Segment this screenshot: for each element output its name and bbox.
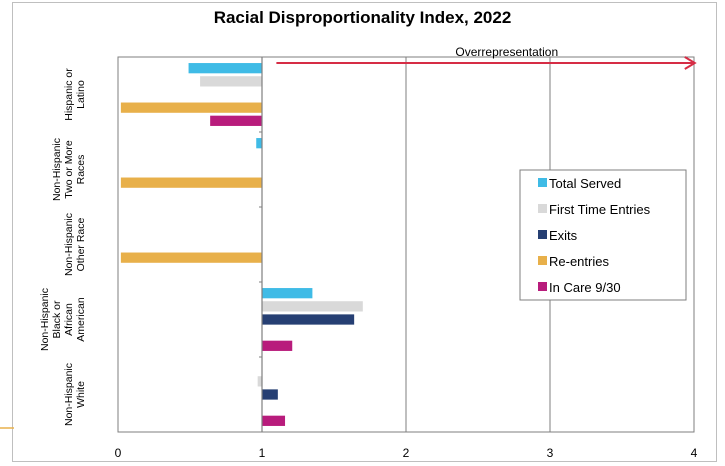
bar — [120, 252, 262, 263]
legend-label: In Care 9/30 — [549, 280, 621, 295]
bar — [262, 415, 286, 426]
x-tick-label: 2 — [403, 446, 410, 460]
bar — [120, 177, 262, 188]
category-label: Hispanic or — [63, 68, 75, 121]
category-label: Non-Hispanic — [51, 138, 63, 201]
category-label: Races — [75, 155, 87, 185]
bar — [200, 76, 262, 87]
legend-label: First Time Entries — [549, 202, 651, 217]
bar — [257, 376, 262, 387]
x-tick-label: 0 — [115, 446, 122, 460]
bar — [262, 389, 278, 400]
chart-title: Racial Disproportionality Index, 2022 — [213, 8, 512, 27]
category-label: Latino — [75, 80, 87, 109]
bar — [256, 138, 262, 149]
legend-swatch — [538, 282, 547, 291]
x-tick-label: 4 — [691, 446, 698, 460]
bar — [188, 63, 262, 74]
category-label: Two or More — [63, 140, 75, 199]
category-label: African — [63, 303, 75, 336]
legend-swatch — [538, 256, 547, 265]
legend-swatch — [538, 178, 547, 187]
bar — [210, 115, 262, 126]
category-label: Black or — [51, 300, 63, 338]
legend-label: Re-entries — [549, 254, 609, 269]
bar — [262, 301, 363, 312]
x-tick-label: 1 — [259, 446, 266, 460]
category-label: Non-Hispanic — [39, 288, 51, 351]
bar — [262, 288, 313, 299]
x-tick-label: 3 — [547, 446, 554, 460]
bar — [120, 102, 262, 113]
category-label: Non-Hispanic — [63, 363, 75, 426]
arrowhead-icon — [684, 56, 697, 70]
category-label: Other Race — [75, 218, 87, 272]
legend-swatch — [538, 230, 547, 239]
annotation-label: Overrepresentation — [455, 45, 558, 59]
category-label: Non-Hispanic — [63, 213, 75, 276]
legend-label: Exits — [549, 228, 578, 243]
chart-frame — [12, 2, 717, 462]
category-label: White — [75, 381, 87, 408]
bar — [262, 314, 355, 325]
bar — [262, 340, 293, 351]
category-label: American — [75, 297, 87, 342]
legend-label: Total Served — [549, 176, 621, 191]
legend — [519, 169, 687, 301]
legend-swatch — [538, 204, 547, 213]
